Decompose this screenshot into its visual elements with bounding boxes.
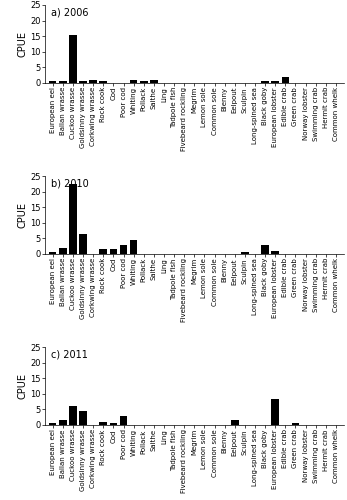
- Bar: [69, 406, 77, 425]
- Text: c) 2011: c) 2011: [51, 350, 88, 360]
- Bar: [69, 34, 77, 83]
- Bar: [110, 249, 117, 254]
- Bar: [120, 416, 127, 425]
- Bar: [100, 422, 107, 425]
- Bar: [59, 81, 67, 83]
- Bar: [69, 184, 77, 254]
- Bar: [49, 252, 57, 254]
- Bar: [79, 81, 87, 83]
- Bar: [150, 80, 158, 83]
- Bar: [100, 249, 107, 254]
- Bar: [130, 80, 137, 83]
- Bar: [79, 234, 87, 254]
- Bar: [231, 420, 239, 425]
- Bar: [261, 244, 269, 254]
- Bar: [79, 411, 87, 425]
- Bar: [292, 424, 299, 425]
- Bar: [140, 81, 147, 83]
- Bar: [90, 80, 97, 83]
- Bar: [281, 76, 289, 83]
- Bar: [100, 81, 107, 83]
- Text: b) 2010: b) 2010: [51, 178, 89, 188]
- Y-axis label: CPUE: CPUE: [18, 31, 28, 57]
- Bar: [120, 244, 127, 254]
- Bar: [49, 81, 57, 83]
- Y-axis label: CPUE: CPUE: [18, 202, 28, 228]
- Bar: [241, 252, 249, 254]
- Bar: [49, 424, 57, 425]
- Bar: [271, 251, 279, 254]
- Y-axis label: CPUE: CPUE: [18, 373, 28, 399]
- Bar: [110, 424, 117, 425]
- Bar: [271, 81, 279, 83]
- Bar: [130, 240, 137, 254]
- Bar: [261, 81, 269, 83]
- Bar: [271, 398, 279, 425]
- Bar: [59, 420, 67, 425]
- Bar: [59, 248, 67, 254]
- Text: a) 2006: a) 2006: [51, 8, 88, 18]
